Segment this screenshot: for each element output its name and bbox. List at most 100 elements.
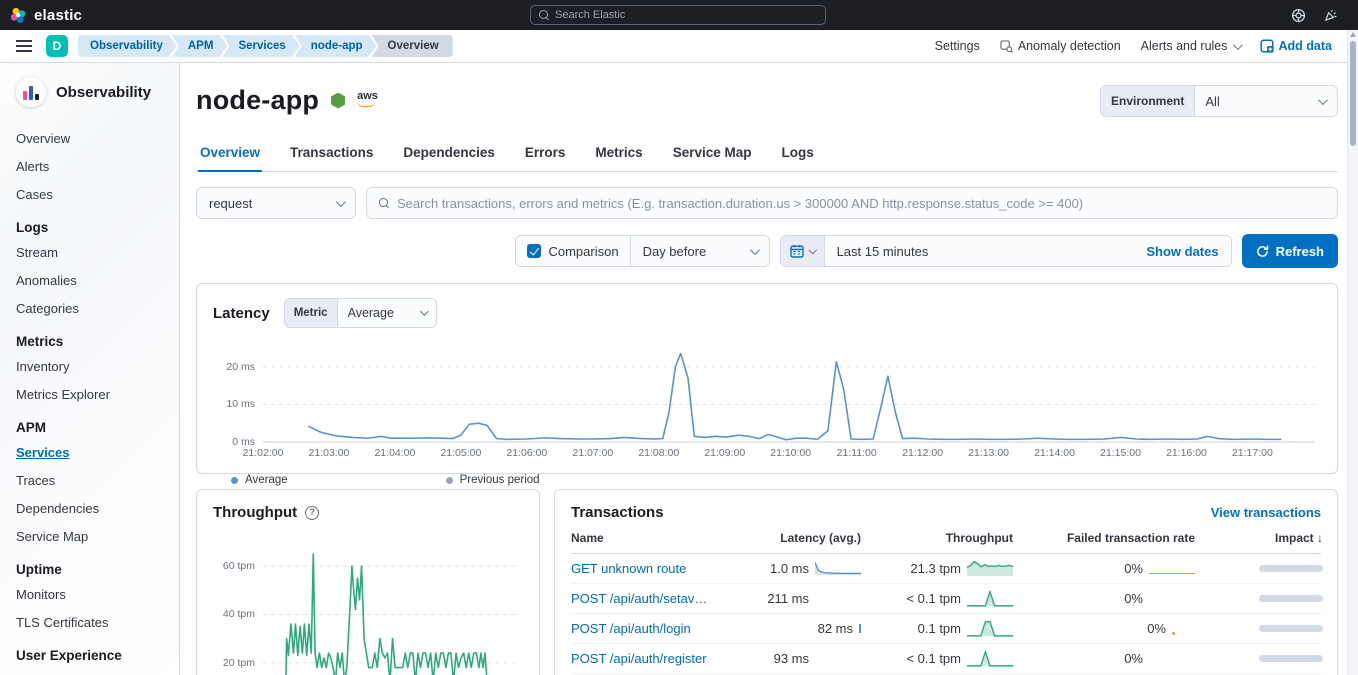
x-axis-label: 21:12:00 bbox=[902, 447, 944, 459]
breadcrumb-item[interactable]: Services bbox=[222, 35, 299, 57]
latency-cell: 93 ms bbox=[773, 651, 809, 666]
column-header-latency-avg-[interactable]: Latency (avg.) bbox=[780, 531, 861, 545]
sidebar-item-metrics-explorer[interactable]: Metrics Explorer bbox=[16, 387, 110, 402]
chevron-down-icon bbox=[1232, 39, 1243, 50]
failed-rate-dot-icon bbox=[1172, 632, 1175, 635]
x-axis-label: 21:09:00 bbox=[704, 447, 746, 459]
sidebar-item-overview[interactable]: Overview bbox=[16, 131, 71, 146]
tab-errors[interactable]: Errors bbox=[524, 145, 566, 160]
kql-search-input[interactable] bbox=[397, 195, 1325, 211]
observability-sidebar: Observability Overview Alerts Cases Logs Str… bbox=[0, 63, 180, 675]
refresh-button[interactable]: Refresh bbox=[1241, 234, 1338, 268]
sidebar-item-inventory[interactable]: Inventory bbox=[16, 359, 70, 374]
breadcrumb-item[interactable]: Observability bbox=[78, 35, 177, 57]
page-scrollbar[interactable] bbox=[1347, 30, 1358, 675]
sidebar-item-service-map[interactable]: Service Map bbox=[16, 529, 89, 544]
view-transactions-link[interactable]: View transactions bbox=[1210, 505, 1321, 520]
deployment-badge[interactable]: D bbox=[46, 35, 68, 57]
legend-dot-icon bbox=[231, 476, 238, 484]
latency-metric-select[interactable]: Metric Average bbox=[283, 298, 437, 328]
sidebar-item-anomalies[interactable]: Anomalies bbox=[16, 273, 77, 288]
global-search-input[interactable] bbox=[555, 9, 817, 21]
column-header-failed-transaction-rate[interactable]: Failed transaction rate bbox=[1066, 531, 1195, 545]
tab-logs[interactable]: Logs bbox=[781, 145, 814, 160]
breadcrumb-item[interactable]: node-app bbox=[295, 35, 377, 57]
latency-cell: 1.0 ms bbox=[721, 561, 861, 576]
sidebar-item-dependencies[interactable]: Dependencies bbox=[16, 501, 100, 516]
impact-bar bbox=[1259, 595, 1323, 602]
tab-dependencies[interactable]: Dependencies bbox=[403, 145, 495, 160]
sidebar-item-services[interactable]: Services bbox=[16, 445, 70, 460]
breadcrumb-item[interactable]: APM bbox=[172, 35, 228, 57]
nodejs-icon bbox=[331, 92, 346, 109]
sidebar-item-cases[interactable]: Cases bbox=[16, 187, 53, 202]
impact-cell bbox=[1195, 655, 1323, 662]
sidebar-item-traces[interactable]: Traces bbox=[16, 473, 56, 488]
y-axis-label: 0 ms bbox=[232, 436, 255, 448]
scrollbar-thumb[interactable] bbox=[1350, 41, 1356, 146]
transaction-link[interactable]: POST /api/auth/setavatar/:id bbox=[571, 591, 721, 606]
elastic-logo-icon bbox=[10, 7, 26, 23]
x-axis-label: 21:13:00 bbox=[968, 447, 1009, 459]
throughput-title: Throughput bbox=[213, 504, 298, 521]
latency-chart[interactable]: 0 ms 10 ms 20 ms 21:02:00 21:03:00 21:04:00 21… bbox=[213, 338, 1321, 460]
settings-button[interactable]: Settings bbox=[934, 39, 980, 53]
sidebar-group: Metrics Inventory Metrics Explorer bbox=[16, 334, 179, 402]
y-axis-label: 40 tpm bbox=[222, 608, 255, 621]
environment-select[interactable]: Environment All bbox=[1100, 85, 1338, 117]
table-row: POST /api/auth/register 93 ms < 0.1 tpm 0% bbox=[571, 644, 1323, 674]
menu-icon[interactable] bbox=[16, 40, 32, 52]
scroll-up-icon[interactable] bbox=[1350, 32, 1356, 37]
brand[interactable]: elastic bbox=[10, 7, 530, 24]
sidebar-group-header: Metrics bbox=[16, 334, 64, 349]
transaction-link[interactable]: POST /api/auth/register bbox=[571, 651, 707, 666]
search-icon bbox=[379, 198, 389, 208]
x-axis-label: 21:17:00 bbox=[1231, 447, 1273, 459]
x-axis-label: 21:16:00 bbox=[1166, 447, 1207, 459]
tab-overview[interactable]: Overview bbox=[198, 137, 263, 172]
comparison-period-select[interactable]: Day before bbox=[631, 244, 769, 259]
help-icon[interactable] bbox=[1290, 7, 1306, 23]
sidebar-item-monitors[interactable]: Monitors bbox=[16, 587, 66, 602]
tab-service-map[interactable]: Service Map bbox=[672, 145, 752, 160]
tab-transactions[interactable]: Transactions bbox=[290, 145, 374, 160]
x-axis-label: 21:10:00 bbox=[770, 447, 812, 459]
tab-metrics[interactable]: Metrics bbox=[595, 145, 643, 160]
newsfeed-icon[interactable] bbox=[1322, 7, 1338, 23]
calendar-menu-button[interactable] bbox=[780, 236, 825, 266]
kql-search[interactable] bbox=[366, 187, 1338, 219]
transaction-type-select[interactable]: request bbox=[196, 187, 356, 219]
latency-panel: Latency Metric Average 0 ms 10 ms 20 ms 21:… bbox=[196, 283, 1338, 486]
global-search[interactable] bbox=[530, 5, 826, 25]
latency-title: Latency bbox=[213, 304, 270, 322]
add-data-button[interactable]: Add data bbox=[1259, 39, 1332, 53]
anomaly-detection-button[interactable]: Anomaly detection bbox=[1000, 39, 1121, 53]
legend-item[interactable]: Average bbox=[231, 474, 288, 486]
info-icon[interactable]: ? bbox=[305, 505, 320, 520]
transaction-link[interactable]: GET unknown route bbox=[571, 561, 687, 576]
latency-tick-icon bbox=[859, 624, 861, 633]
transaction-link[interactable]: POST /api/auth/login bbox=[571, 621, 691, 636]
sidebar-item-categories[interactable]: Categories bbox=[16, 301, 79, 316]
environment-label: Environment bbox=[1101, 86, 1196, 116]
impact-bar bbox=[1259, 625, 1323, 632]
sidebar-group-header: Logs bbox=[16, 220, 49, 235]
time-range-value[interactable]: Last 15 minutes bbox=[836, 243, 929, 259]
sidebar-item-dashboard[interactable]: Dashboard bbox=[16, 673, 179, 675]
failed-rate-cell: 0% bbox=[1013, 621, 1195, 636]
show-dates-button[interactable]: Show dates bbox=[1146, 243, 1219, 259]
comparison-checkbox[interactable]: Comparison bbox=[516, 236, 631, 266]
legend-item[interactable]: Previous period bbox=[445, 474, 540, 486]
column-header-name[interactable]: Name bbox=[571, 531, 604, 545]
add-data-icon bbox=[1259, 39, 1274, 53]
sidebar-item-stream[interactable]: Stream bbox=[16, 245, 58, 260]
sidebar-item-alerts[interactable]: Alerts bbox=[16, 159, 50, 174]
column-header-throughput[interactable]: Throughput bbox=[945, 531, 1013, 545]
throughput-cell: < 0.1 tpm bbox=[861, 650, 1013, 667]
column-header-impact[interactable]: Impact ↓ bbox=[1274, 531, 1323, 545]
sidebar-item-tls-certificates[interactable]: TLS Certificates bbox=[16, 615, 109, 630]
alerts-and-rules-menu[interactable]: Alerts and rules bbox=[1141, 39, 1243, 53]
